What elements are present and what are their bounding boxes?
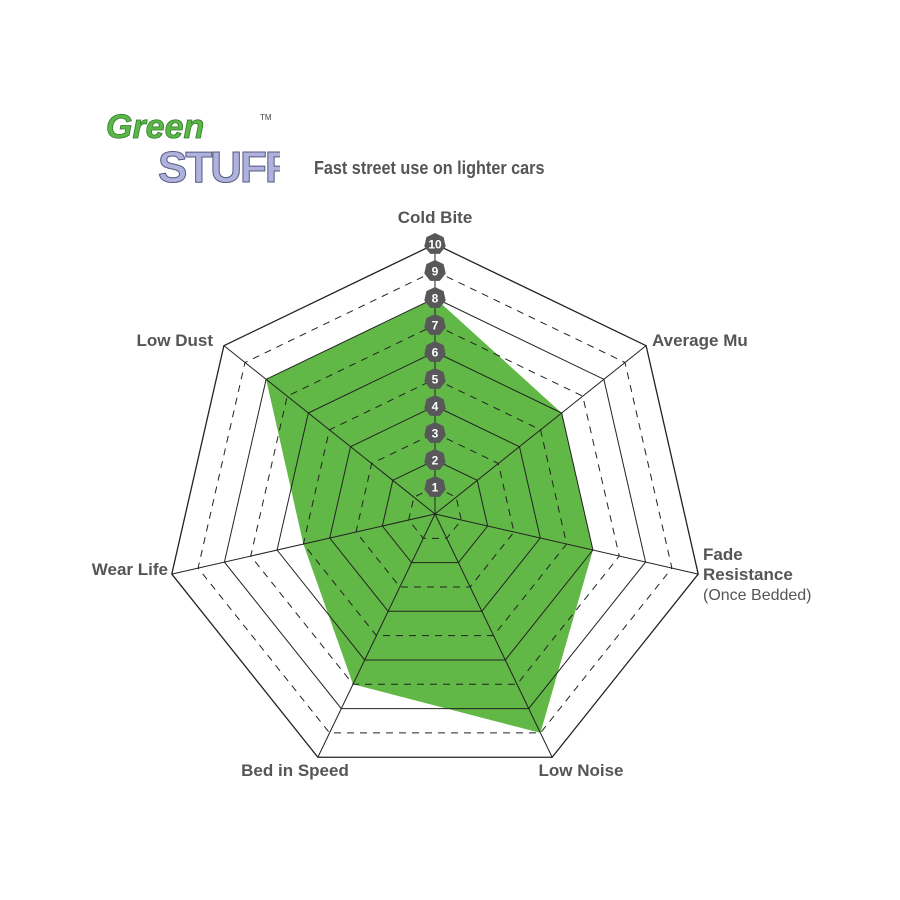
axis-sublabel: (Once Bedded) [703, 587, 812, 604]
grid-ring-1 [408, 486, 462, 539]
scale-label: 2 [432, 454, 439, 468]
scale-label: 8 [432, 292, 439, 306]
axis-label: Wear Life [92, 560, 168, 579]
axis-label: Resistance [703, 565, 793, 584]
scale-label: 9 [432, 265, 439, 279]
grid-ring-3 [355, 432, 515, 588]
scale-marker [424, 395, 446, 416]
logo-trademark: TM [260, 113, 272, 122]
axis-spoke [171, 513, 436, 575]
grid-ring-6 [276, 351, 594, 661]
scale-label: 7 [432, 319, 439, 333]
axis-label: Average Mu [652, 331, 748, 350]
scale-label: 10 [428, 238, 442, 252]
scale-marker [424, 449, 446, 470]
scale-label: 6 [432, 346, 439, 360]
axis-spoke [434, 345, 647, 515]
grid-ring-4 [329, 405, 541, 612]
chart-title: Fast street use on lighter cars [314, 158, 545, 178]
scale-label: 3 [432, 427, 439, 441]
scale-label: 5 [432, 373, 439, 387]
scale-marker [424, 368, 446, 389]
scale-marker [424, 260, 446, 281]
axis-label: Bed in Speed [241, 761, 349, 780]
grid-ring-5 [302, 378, 568, 637]
scale-marker [424, 476, 446, 497]
grid-ring-8 [223, 297, 647, 710]
scale-label: 4 [432, 400, 439, 414]
axis-spoke [223, 345, 436, 515]
grid-ring-7 [250, 324, 620, 685]
axis-label: Low Noise [538, 761, 623, 780]
axis-label: Fade [703, 545, 743, 564]
axis-spoke [434, 513, 553, 758]
green-stuff-logo: Green STUFF TM [106, 108, 280, 190]
scale-marker [424, 287, 446, 308]
scale-label: 1 [432, 481, 439, 495]
axis-spoke [434, 513, 699, 575]
axis-label: Cold Bite [398, 208, 473, 227]
axis-spoke [317, 513, 436, 758]
logo-green-text: Green [106, 108, 204, 146]
scale-marker [424, 233, 446, 254]
scale-marker [424, 422, 446, 443]
grid-ring-2 [381, 459, 489, 564]
scale-marker [424, 341, 446, 362]
scale-marker [424, 314, 446, 335]
grid-ring-10 [171, 243, 699, 758]
logo-stuff-text: STUFF [158, 143, 280, 190]
axis-label: Low Dust [137, 331, 214, 350]
